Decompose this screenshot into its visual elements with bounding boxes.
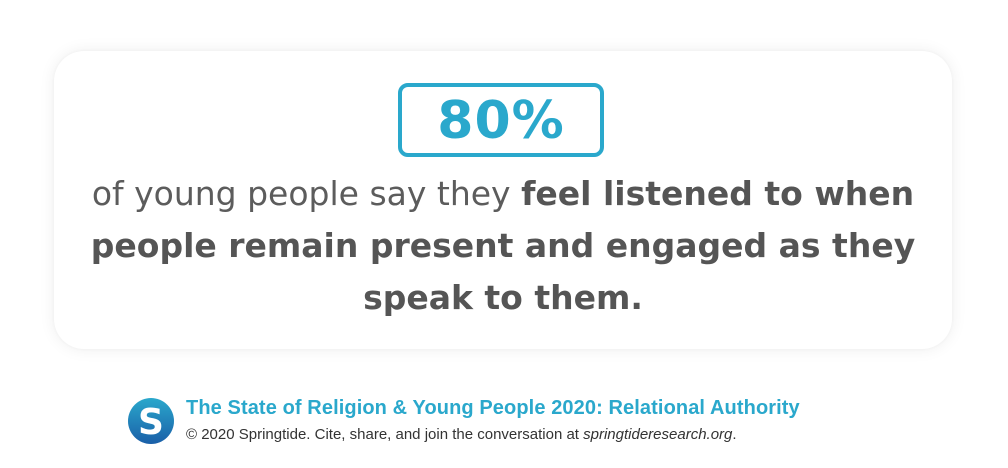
copyright-line: © 2020 Springtide. Cite, share, and join… — [186, 426, 737, 443]
svg-text:S: S — [138, 402, 164, 443]
copyright-text: © 2020 Springtide. Cite, share, and join… — [186, 426, 584, 443]
copyright-period: . — [732, 426, 737, 443]
report-title: The State of Religion & Young People 202… — [186, 397, 800, 419]
stat-card — [54, 51, 952, 349]
stat-highlight-box: 80% — [398, 83, 604, 157]
springtide-logo-icon: S — [128, 398, 174, 444]
site-link[interactable]: springtideresearch.org — [583, 426, 733, 443]
statement-emphasis: feel listened to when people remain pres… — [90, 174, 916, 317]
stat-statement: of young people say they feel listened t… — [54, 168, 952, 324]
stat-value: 80% — [437, 91, 565, 151]
statement-intro: of young people say they — [91, 174, 522, 213]
